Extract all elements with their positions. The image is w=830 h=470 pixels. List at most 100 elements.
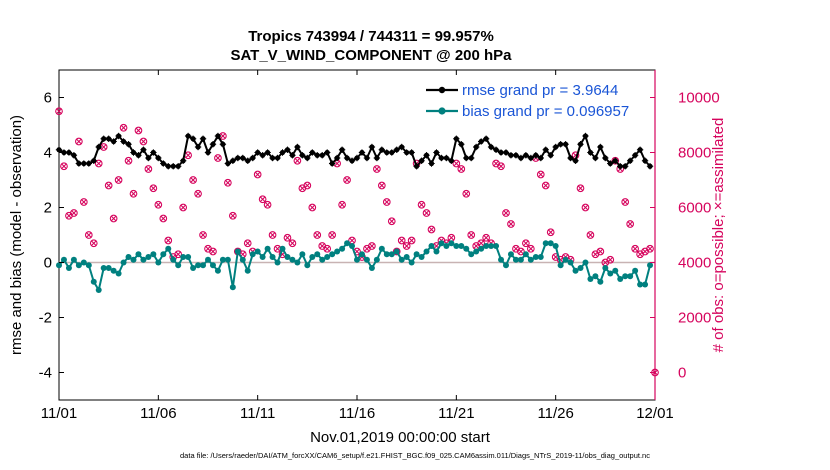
rmse-point [95,143,102,151]
obs-point [228,211,237,220]
rmse-point [388,149,395,156]
bias-point [264,245,271,252]
rmse-point [453,135,460,142]
bias-point [567,259,574,266]
rmse-point [512,152,520,159]
bias-point [105,265,112,271]
obs-point [224,178,232,187]
bias-point [488,243,495,249]
rmse-point [249,154,256,162]
obs-point [382,198,391,206]
bias-point [60,256,67,263]
obs-point [427,225,436,234]
rmse-point [299,152,306,159]
obs-point [70,209,78,217]
rmse-point [492,146,500,153]
rmse-point [333,154,341,162]
bias-point [458,243,465,249]
rmse-point [259,152,266,159]
y-left-tick-label: 2 [44,200,52,217]
rmse-point [443,154,450,162]
bias-point [120,259,127,266]
rmse-point [517,154,525,162]
bias-point [190,265,197,271]
obs-point [243,239,252,248]
rmse-point [319,152,326,159]
obs-point [288,239,297,248]
bias-point [443,243,450,249]
bias-point [95,287,102,293]
obs-point [60,162,68,171]
bias-point [249,251,256,258]
y-axis-label-right: # of obs: o=possible; ×=assimilated [710,118,727,353]
bias-point [329,251,336,258]
rmse-point [612,157,619,164]
bias-point [532,254,539,260]
bias-point [627,273,634,280]
rmse-point [70,152,78,159]
bias-point [498,256,505,263]
bias-point [125,254,132,260]
obs-point [328,231,337,239]
obs-point [482,233,490,242]
bias-point [413,251,420,258]
legend-bias-label: bias grand pr = 0.096957 [462,103,629,120]
obs-point [139,137,148,146]
bias-point [85,262,92,269]
bias-point [344,240,351,247]
rmse-point [90,157,97,164]
rmse-point [274,154,281,162]
rmse-point [145,154,152,162]
obs-point [586,231,595,239]
obs-point [576,184,585,193]
bias-point [224,256,231,263]
bias-point [75,262,82,269]
obs-point [507,220,515,228]
obs-point [541,181,550,190]
rmse-point [577,141,584,148]
bias-point [145,254,152,260]
rmse-point [428,160,435,167]
bias-point [537,254,544,260]
rmse-point [582,132,589,140]
bias-point [483,243,490,249]
obs-point [174,250,183,259]
rmse-point [562,141,569,148]
bias-point [463,245,470,252]
y-right-tick-label: 2000 [678,310,711,327]
bias-point [140,256,147,263]
bias-point [363,256,370,263]
bias-point [473,248,480,255]
obs-point [323,244,332,253]
rmse-point [368,143,376,151]
rmse-point [592,154,599,162]
y-left-tick-label: 0 [44,255,52,272]
y-right-tick-label: 0 [678,365,686,382]
obs-point [502,209,510,217]
rmse-point [572,157,579,164]
rmse-point [631,152,639,159]
obs-point [189,176,197,184]
obs-point [462,189,471,198]
obs-point [546,228,555,237]
bias-point [115,270,122,277]
obs-point [154,200,163,209]
y-right-tick-label: 4000 [678,255,711,272]
bias-point [612,267,619,274]
bias-point [602,265,609,271]
y-right-tick-label: 6000 [678,200,711,217]
bias-point [334,248,341,255]
bias-point [637,281,644,288]
bias-point [512,256,519,263]
bias-point [557,262,564,269]
bias-point [408,259,415,266]
bias-point [309,254,316,260]
rmse-point [477,138,485,145]
bias-point [205,256,211,263]
bias-point [607,270,614,277]
y-left-tick-label: 4 [44,145,52,162]
rmse-point [254,149,261,156]
bias-point [522,251,529,258]
rmse-point [378,146,386,153]
rmse-point [408,149,415,156]
